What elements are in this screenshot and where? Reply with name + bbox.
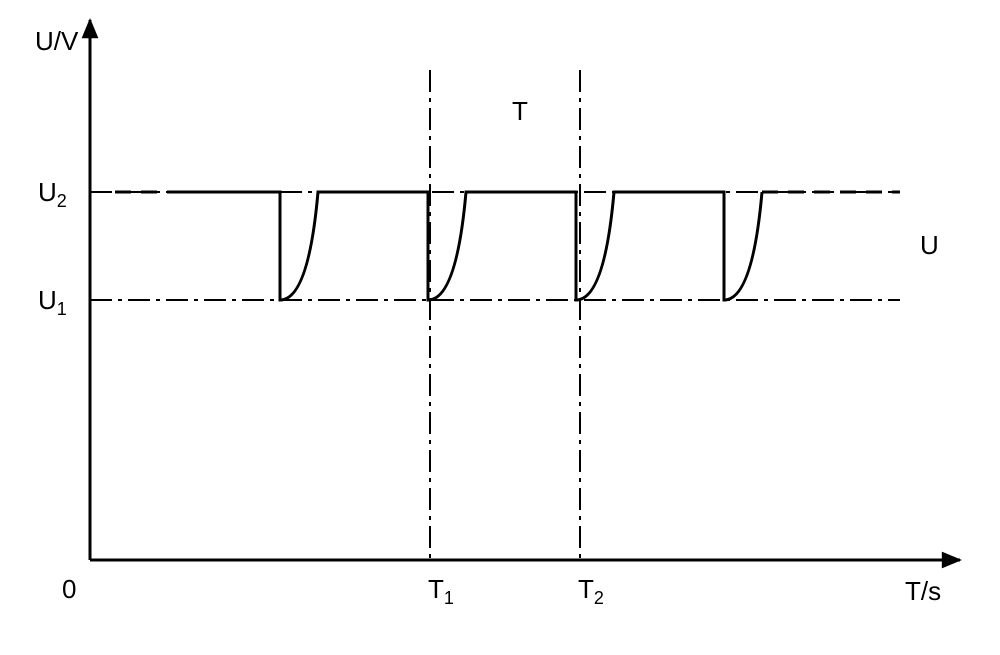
background <box>0 0 1000 655</box>
origin-label: 0 <box>62 574 76 604</box>
period-label: T <box>512 96 528 126</box>
u-curve-label: U <box>920 230 939 260</box>
y-axis-label: U/V <box>35 26 79 56</box>
x-axis-label: T/s <box>905 576 941 606</box>
voltage-time-diagram: U/VT/s0U2U1T1T2TU <box>0 0 1000 655</box>
